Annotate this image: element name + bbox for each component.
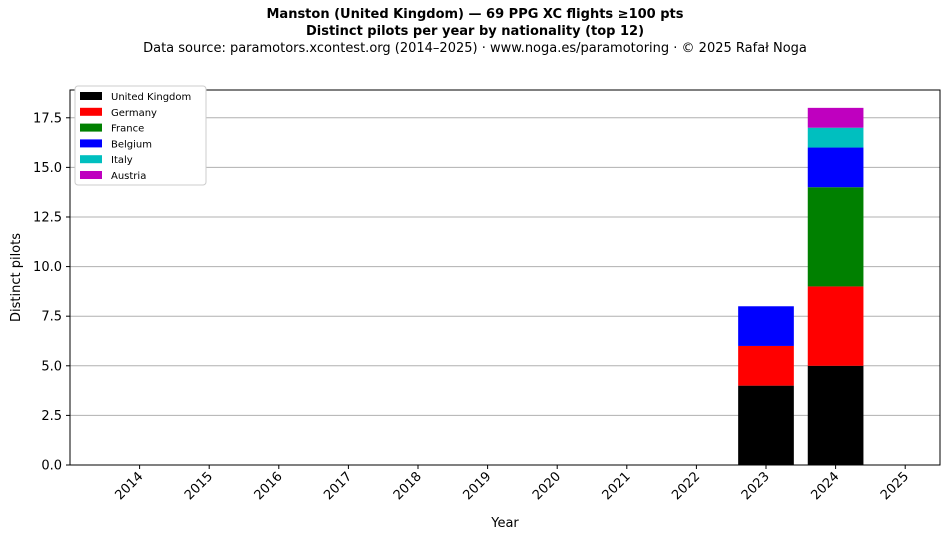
y-axis-label: Distinct pilots <box>9 233 24 322</box>
legend-label: France <box>111 124 144 135</box>
bar-segment <box>807 286 864 366</box>
legend-swatch <box>80 171 102 179</box>
chart-subtitle: Data source: paramotors.xcontest.org (20… <box>143 41 807 56</box>
y-tick-label: 10.0 <box>33 260 62 275</box>
legend-swatch <box>80 155 102 164</box>
legend-label: Italy <box>111 155 133 166</box>
y-tick-label: 2.5 <box>41 409 62 424</box>
x-tick-label: 2023 <box>739 469 773 503</box>
y-tick-label: 12.5 <box>33 210 62 225</box>
legend-label: Germany <box>111 108 157 119</box>
x-tick-label: 2025 <box>878 469 912 503</box>
bar-segment <box>807 107 864 128</box>
x-axis-label: Year <box>490 516 519 531</box>
x-tick-label: 2022 <box>669 469 703 503</box>
x-tick-label: 2018 <box>391 469 425 503</box>
y-tick-label: 15.0 <box>33 161 62 176</box>
x-tick-label: 2017 <box>321 469 355 503</box>
x-tick-label: 2014 <box>112 469 146 503</box>
x-tick-label: 2019 <box>460 469 494 503</box>
legend-label: United Kingdom <box>111 92 191 103</box>
chart-title-block: Manston (United Kingdom) — 69 PPG XC fli… <box>0 6 950 57</box>
x-tick-label: 2015 <box>182 469 216 503</box>
legend-label: Belgium <box>111 139 152 150</box>
y-tick-label: 5.0 <box>41 359 62 374</box>
legend-swatch <box>80 139 102 148</box>
bar-segment <box>807 127 864 148</box>
plot-frame <box>69 89 941 466</box>
x-tick-label: 2021 <box>600 469 634 503</box>
bar-segment <box>807 187 864 287</box>
y-tick-label: 0.0 <box>41 459 62 474</box>
legend: United Kingdom Germany France Belgium Italy A… <box>74 85 207 186</box>
legend-swatch <box>80 92 102 100</box>
y-axis-ticks: 0.0 2.5 5.0 7.5 10.0 12.5 15.0 17.5 <box>33 111 70 474</box>
bar-segment <box>738 306 794 346</box>
bars <box>738 107 864 465</box>
bar-segment <box>807 365 864 465</box>
bar-segment <box>738 345 794 386</box>
y-tick-label: 17.5 <box>33 111 62 126</box>
legend-swatch <box>80 107 102 116</box>
chart-title: Manston (United Kingdom) — 69 PPG XC fli… <box>266 7 684 22</box>
chart-title-secondary: Distinct pilots per year by nationality … <box>305 24 645 39</box>
y-tick-label: 7.5 <box>41 310 62 325</box>
x-tick-label: 2024 <box>808 469 842 503</box>
x-tick-label: 2020 <box>530 469 564 503</box>
bar-segment <box>807 147 864 188</box>
x-axis-ticks: 2014 2015 2016 2017 2018 2019 2020 2021 2022 2023… <box>112 465 912 503</box>
legend-label: Austria <box>111 171 146 182</box>
x-tick-label: 2016 <box>252 469 286 503</box>
bar-segment <box>738 385 794 465</box>
legend-box <box>74 85 207 186</box>
legend-swatch <box>80 123 102 132</box>
